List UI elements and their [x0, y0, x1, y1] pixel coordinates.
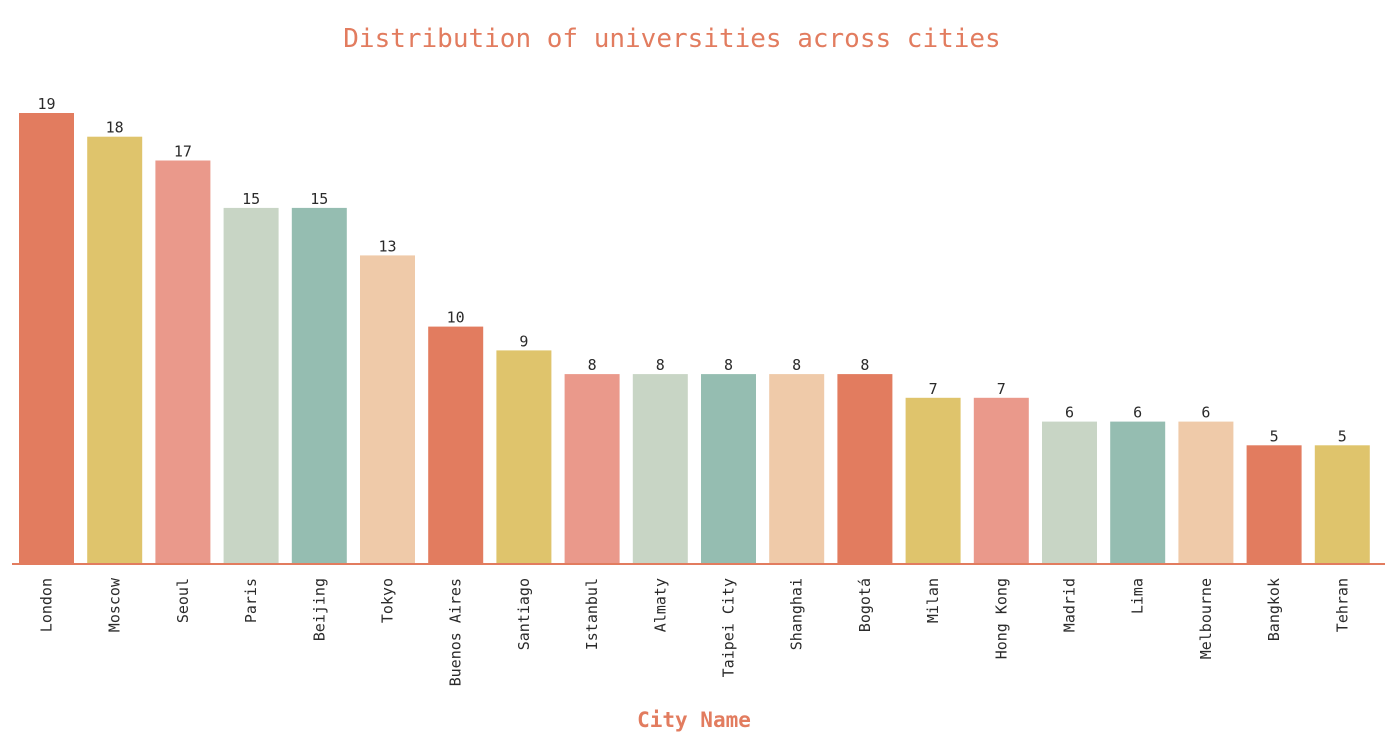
- bar-shanghai: [769, 374, 825, 564]
- data-label: 8: [588, 356, 597, 374]
- bar-paris: [223, 207, 279, 564]
- x-tick-label: Melbourne: [1197, 578, 1215, 659]
- bar-tehran: [1314, 445, 1370, 564]
- bar-tokyo: [360, 255, 415, 564]
- data-label: 7: [929, 380, 938, 398]
- x-tick-label: Paris: [242, 578, 260, 623]
- data-label: 15: [310, 190, 328, 208]
- bars-group: [19, 113, 1370, 564]
- chart-title: Distribution of universities across citi…: [343, 24, 1000, 54]
- x-tick-label: Taipei City: [720, 578, 738, 677]
- bar-london: [19, 113, 74, 564]
- bar-lima: [1110, 421, 1166, 564]
- data-label: 19: [37, 95, 55, 113]
- tick-labels-group: London Moscow Seoul Paris Beijing Tokyo Buenos…: [38, 577, 1352, 686]
- x-tick-label: Bogotá: [856, 578, 874, 632]
- data-label: 6: [1133, 404, 1142, 422]
- bar-buenos-aires: [428, 326, 484, 564]
- x-tick-label: Buenos Aires: [447, 578, 465, 686]
- data-label: 8: [656, 356, 665, 374]
- bar-almaty: [632, 374, 688, 564]
- x-tick-label: Shanghai: [788, 578, 806, 650]
- x-tick-label: Istanbul: [583, 578, 601, 650]
- bar-madrid: [1042, 421, 1097, 564]
- bar-milan: [905, 397, 961, 564]
- x-tick-label: Madrid: [1061, 578, 1079, 632]
- bar-bangkok: [1246, 445, 1302, 564]
- data-label: 5: [1270, 427, 1279, 445]
- x-tick-label: Tehran: [1333, 578, 1351, 632]
- x-tick-label: Bangkok: [1265, 578, 1283, 641]
- data-label: 9: [519, 332, 528, 350]
- x-tick-label: Seoul: [174, 578, 192, 623]
- x-axis-label: City Name: [637, 708, 751, 732]
- bar-beijing: [291, 207, 347, 564]
- data-labels-group: 19 18 17 15 15 13 10 9 8 8 8 8 8 7 7 6 6 6 5 5: [37, 95, 1346, 445]
- data-label: 13: [378, 237, 396, 255]
- data-label: 8: [792, 356, 801, 374]
- x-tick-label: Beijing: [310, 578, 328, 641]
- bar-taipei-city: [701, 374, 756, 564]
- data-label: 17: [174, 143, 192, 161]
- data-label: 7: [997, 380, 1006, 398]
- bar-moscow: [87, 136, 143, 564]
- x-tick-label: London: [38, 578, 56, 632]
- x-tick-label: Almaty: [651, 578, 669, 632]
- x-tick-label: Lima: [1129, 578, 1147, 614]
- bar-melbourne: [1178, 421, 1234, 564]
- data-label: 15: [242, 190, 260, 208]
- data-label: 10: [447, 309, 465, 327]
- data-label: 6: [1201, 404, 1210, 422]
- x-tick-label: Milan: [924, 578, 942, 623]
- data-label: 18: [106, 119, 124, 137]
- x-tick-label: Hong Kong: [992, 578, 1010, 659]
- data-label: 8: [860, 356, 869, 374]
- bar-istanbul: [564, 374, 620, 564]
- bar-hong-kong: [973, 397, 1029, 564]
- x-tick-label: Santiago: [515, 578, 533, 650]
- x-tick-label: Tokyo: [379, 578, 397, 623]
- data-label: 5: [1338, 427, 1347, 445]
- x-tick-label: Moscow: [106, 577, 124, 632]
- data-label: 8: [724, 356, 733, 374]
- bar-bogot-: [837, 374, 893, 564]
- data-label: 6: [1065, 404, 1074, 422]
- bar-seoul: [155, 160, 211, 564]
- bar-santiago: [496, 350, 552, 564]
